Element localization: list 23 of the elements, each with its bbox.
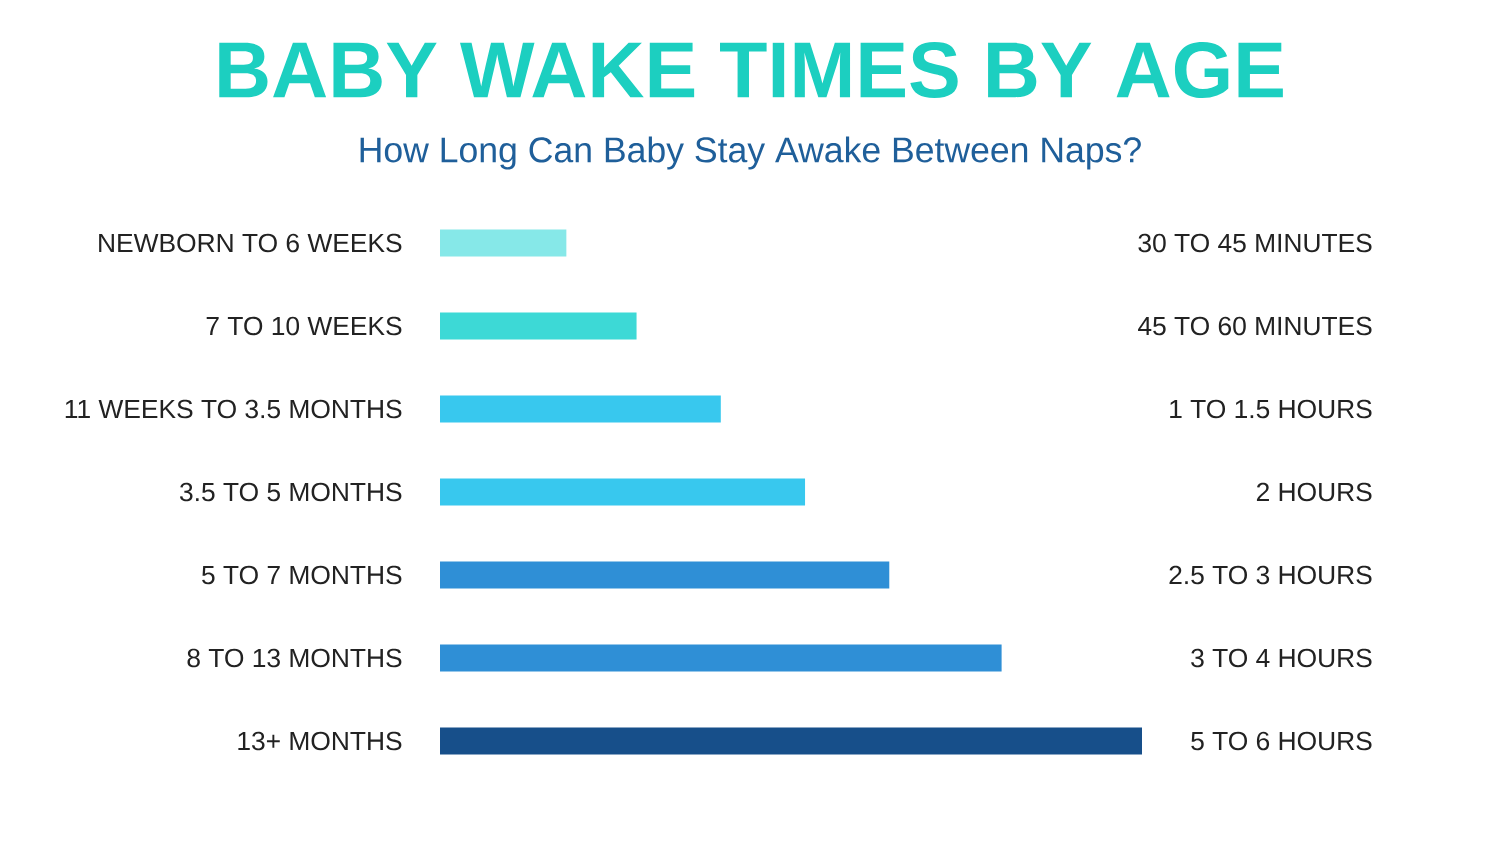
text: 2.5 TO 3 HOURS xyxy=(1169,565,1372,585)
bar xyxy=(440,727,1142,755)
annotation: 30 TO 45 MINUTES xyxy=(1138,233,1372,253)
annotation: 45 TO 60 MINUTES xyxy=(1138,316,1372,336)
y-tick-label: 13+ MONTHS xyxy=(238,731,402,751)
bar xyxy=(440,478,806,506)
y-tick-label: NEWBORN TO 6 WEEKS xyxy=(99,233,402,253)
text: 5 TO 6 HOURS xyxy=(1191,731,1372,751)
chart-title: BABY WAKE TIMES BY AGE xyxy=(219,41,1283,98)
bar xyxy=(440,229,567,257)
y-tick-label: 8 TO 13 MONTHS xyxy=(187,648,402,668)
chart-subtitle: How Long Can Baby Stay Awake Between Naps? xyxy=(360,136,1141,170)
bar xyxy=(440,395,721,423)
bar xyxy=(440,644,1002,672)
y-tick-label: 5 TO 7 MONTHS xyxy=(202,565,402,585)
text: 2 HOURS xyxy=(1256,482,1372,502)
text: 1 TO 1.5 HOURS xyxy=(1170,399,1372,419)
y-tick-label: 11 WEEKS TO 3.5 MONTHS xyxy=(65,399,402,419)
bar xyxy=(440,312,637,340)
text: 3 TO 4 HOURS xyxy=(1191,648,1372,668)
bar xyxy=(440,561,890,589)
y-tick-label: 3.5 TO 5 MONTHS xyxy=(179,482,402,502)
y-tick-label: 7 TO 10 WEEKS xyxy=(206,316,402,336)
